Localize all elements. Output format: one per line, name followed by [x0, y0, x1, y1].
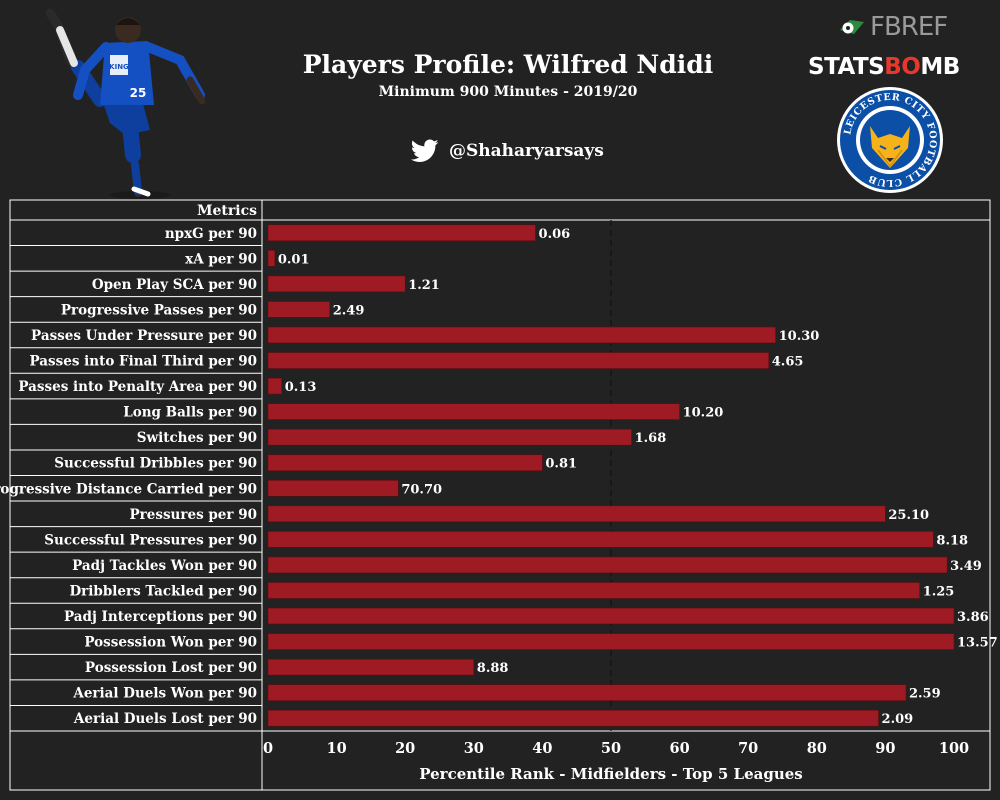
metric-label: Padj Tackles Won per 90: [72, 558, 257, 574]
leicester-city-crest: LEICESTER CITY FOOTBALL CLUB: [837, 87, 943, 193]
x-tick-label: 20: [395, 740, 415, 757]
metrics-header: Metrics: [197, 203, 257, 219]
metric-label: Dribblers Tackled per 90: [69, 583, 257, 599]
bar: [267, 505, 886, 523]
fbref-logo-text: FBREF: [870, 12, 948, 42]
bar: [267, 428, 632, 446]
bar-value-label: 25.10: [888, 508, 929, 523]
statsbomb-logo-part: MB: [920, 54, 960, 80]
bar-value-label: 2.49: [333, 303, 365, 318]
bar: [267, 607, 955, 625]
svg-text:25: 25: [130, 86, 147, 100]
bar: [267, 709, 879, 727]
bar-value-label: 3.49: [950, 559, 982, 574]
bar-value-label: 10.30: [779, 329, 820, 344]
metric-label: Passes Under Pressure per 90: [31, 328, 257, 344]
metric-label: Passes into Penalty Area per 90: [18, 379, 257, 395]
metric-label: Possession Won per 90: [84, 635, 257, 651]
statsbomb-logo: STATSBOMB: [808, 54, 960, 80]
metric-label: Aerial Duels Lost per 90: [73, 711, 257, 727]
bar: [267, 556, 948, 574]
twitter-handle: @Shaharyarsays: [449, 141, 604, 161]
metric-label: Successful Dribbles per 90: [54, 456, 257, 472]
x-tick-label: 100: [939, 740, 969, 757]
bar-value-label: 0.81: [545, 457, 577, 472]
fbref-ball-icon: [840, 20, 864, 34]
metric-label: Possession Lost per 90: [85, 660, 257, 676]
bar: [267, 531, 934, 548]
metric-label: Open Play SCA per 90: [92, 277, 257, 293]
statsbomb-logo-accent: BO: [884, 54, 921, 80]
bar: [267, 224, 536, 242]
bar-value-label: 0.13: [285, 380, 317, 395]
bar-value-label: 13.57: [957, 636, 998, 651]
bar: [267, 582, 921, 599]
bar: [267, 658, 475, 676]
svg-text:KING: KING: [109, 63, 129, 71]
player-image: KING 25: [45, 8, 206, 199]
metric-label: Progressive Distance Carried per 90: [0, 481, 257, 497]
bar-value-label: 2.59: [909, 687, 941, 702]
bar-value-label: 2.09: [882, 712, 914, 727]
bar: [267, 352, 770, 369]
bar: [267, 684, 907, 701]
metric-label: Progressive Passes per 90: [61, 302, 257, 318]
bar-value-label: 8.18: [936, 533, 968, 548]
bar-value-label: 1.25: [923, 584, 955, 599]
bar-value-label: 0.06: [539, 227, 571, 242]
x-ticks-group: 0 10 20 30 40 50 60 70 80 90 100: [263, 740, 969, 757]
x-tick-label: 40: [532, 740, 552, 757]
twitter-handle-block[interactable]: @Shaharyarsays: [411, 138, 604, 164]
bar-value-label: 1.21: [408, 278, 440, 293]
bar: [267, 403, 680, 420]
x-tick-label: 90: [875, 740, 895, 757]
bar: [267, 479, 399, 497]
bar: [267, 301, 331, 318]
bar-value-label: 4.65: [772, 355, 804, 370]
metric-label: xA per 90: [185, 251, 257, 267]
x-tick-label: 30: [464, 740, 484, 757]
bar: [267, 454, 543, 472]
bar-value-label: 70.70: [401, 482, 442, 497]
bar: [267, 275, 406, 293]
metric-label: Long Balls per 90: [123, 405, 257, 421]
bar: [267, 633, 955, 650]
statsbomb-logo-part: STATS: [808, 54, 885, 80]
bar-value-label: 8.88: [477, 661, 509, 676]
x-axis-label: Percentile Rank - Midfielders - Top 5 Le…: [419, 765, 803, 783]
x-tick-label: 10: [327, 740, 347, 757]
metric-label: Aerial Duels Won per 90: [72, 686, 257, 702]
bar: [267, 326, 776, 344]
page-title: Players Profile: Wilfred Ndidi: [302, 50, 714, 79]
x-tick-label: 80: [807, 740, 827, 757]
twitter-bird-icon: [411, 139, 439, 162]
x-tick-label: 70: [738, 740, 758, 757]
metric-label: Successful Pressures per 90: [44, 532, 257, 548]
fbref-logo: FBREF: [838, 12, 948, 42]
bar: [267, 377, 283, 395]
page-subtitle: Minimum 900 Minutes - 2019/20: [378, 84, 638, 100]
table-border: [9, 199, 991, 791]
metric-label: Switches per 90: [137, 430, 257, 446]
bar-value-label: 3.86: [957, 610, 989, 625]
metric-label: npxG per 90: [165, 226, 257, 242]
x-tick-label: 50: [601, 740, 621, 757]
bar-value-label: 1.68: [635, 431, 667, 446]
metric-label: Passes into Final Third per 90: [30, 354, 257, 370]
bars-group: npxG per 90 0.06 xA per 90 0.01 Open Play SC…: [0, 224, 998, 727]
metric-label: Padj Interceptions per 90: [64, 609, 257, 625]
bar-value-label: 0.01: [278, 252, 310, 267]
bar: [267, 250, 276, 267]
metric-label: Pressures per 90: [130, 507, 258, 523]
x-tick-label: 60: [670, 740, 690, 757]
table-gridlines: [9, 199, 991, 791]
bar-value-label: 10.20: [683, 406, 724, 421]
x-tick-label: 0: [263, 740, 273, 757]
